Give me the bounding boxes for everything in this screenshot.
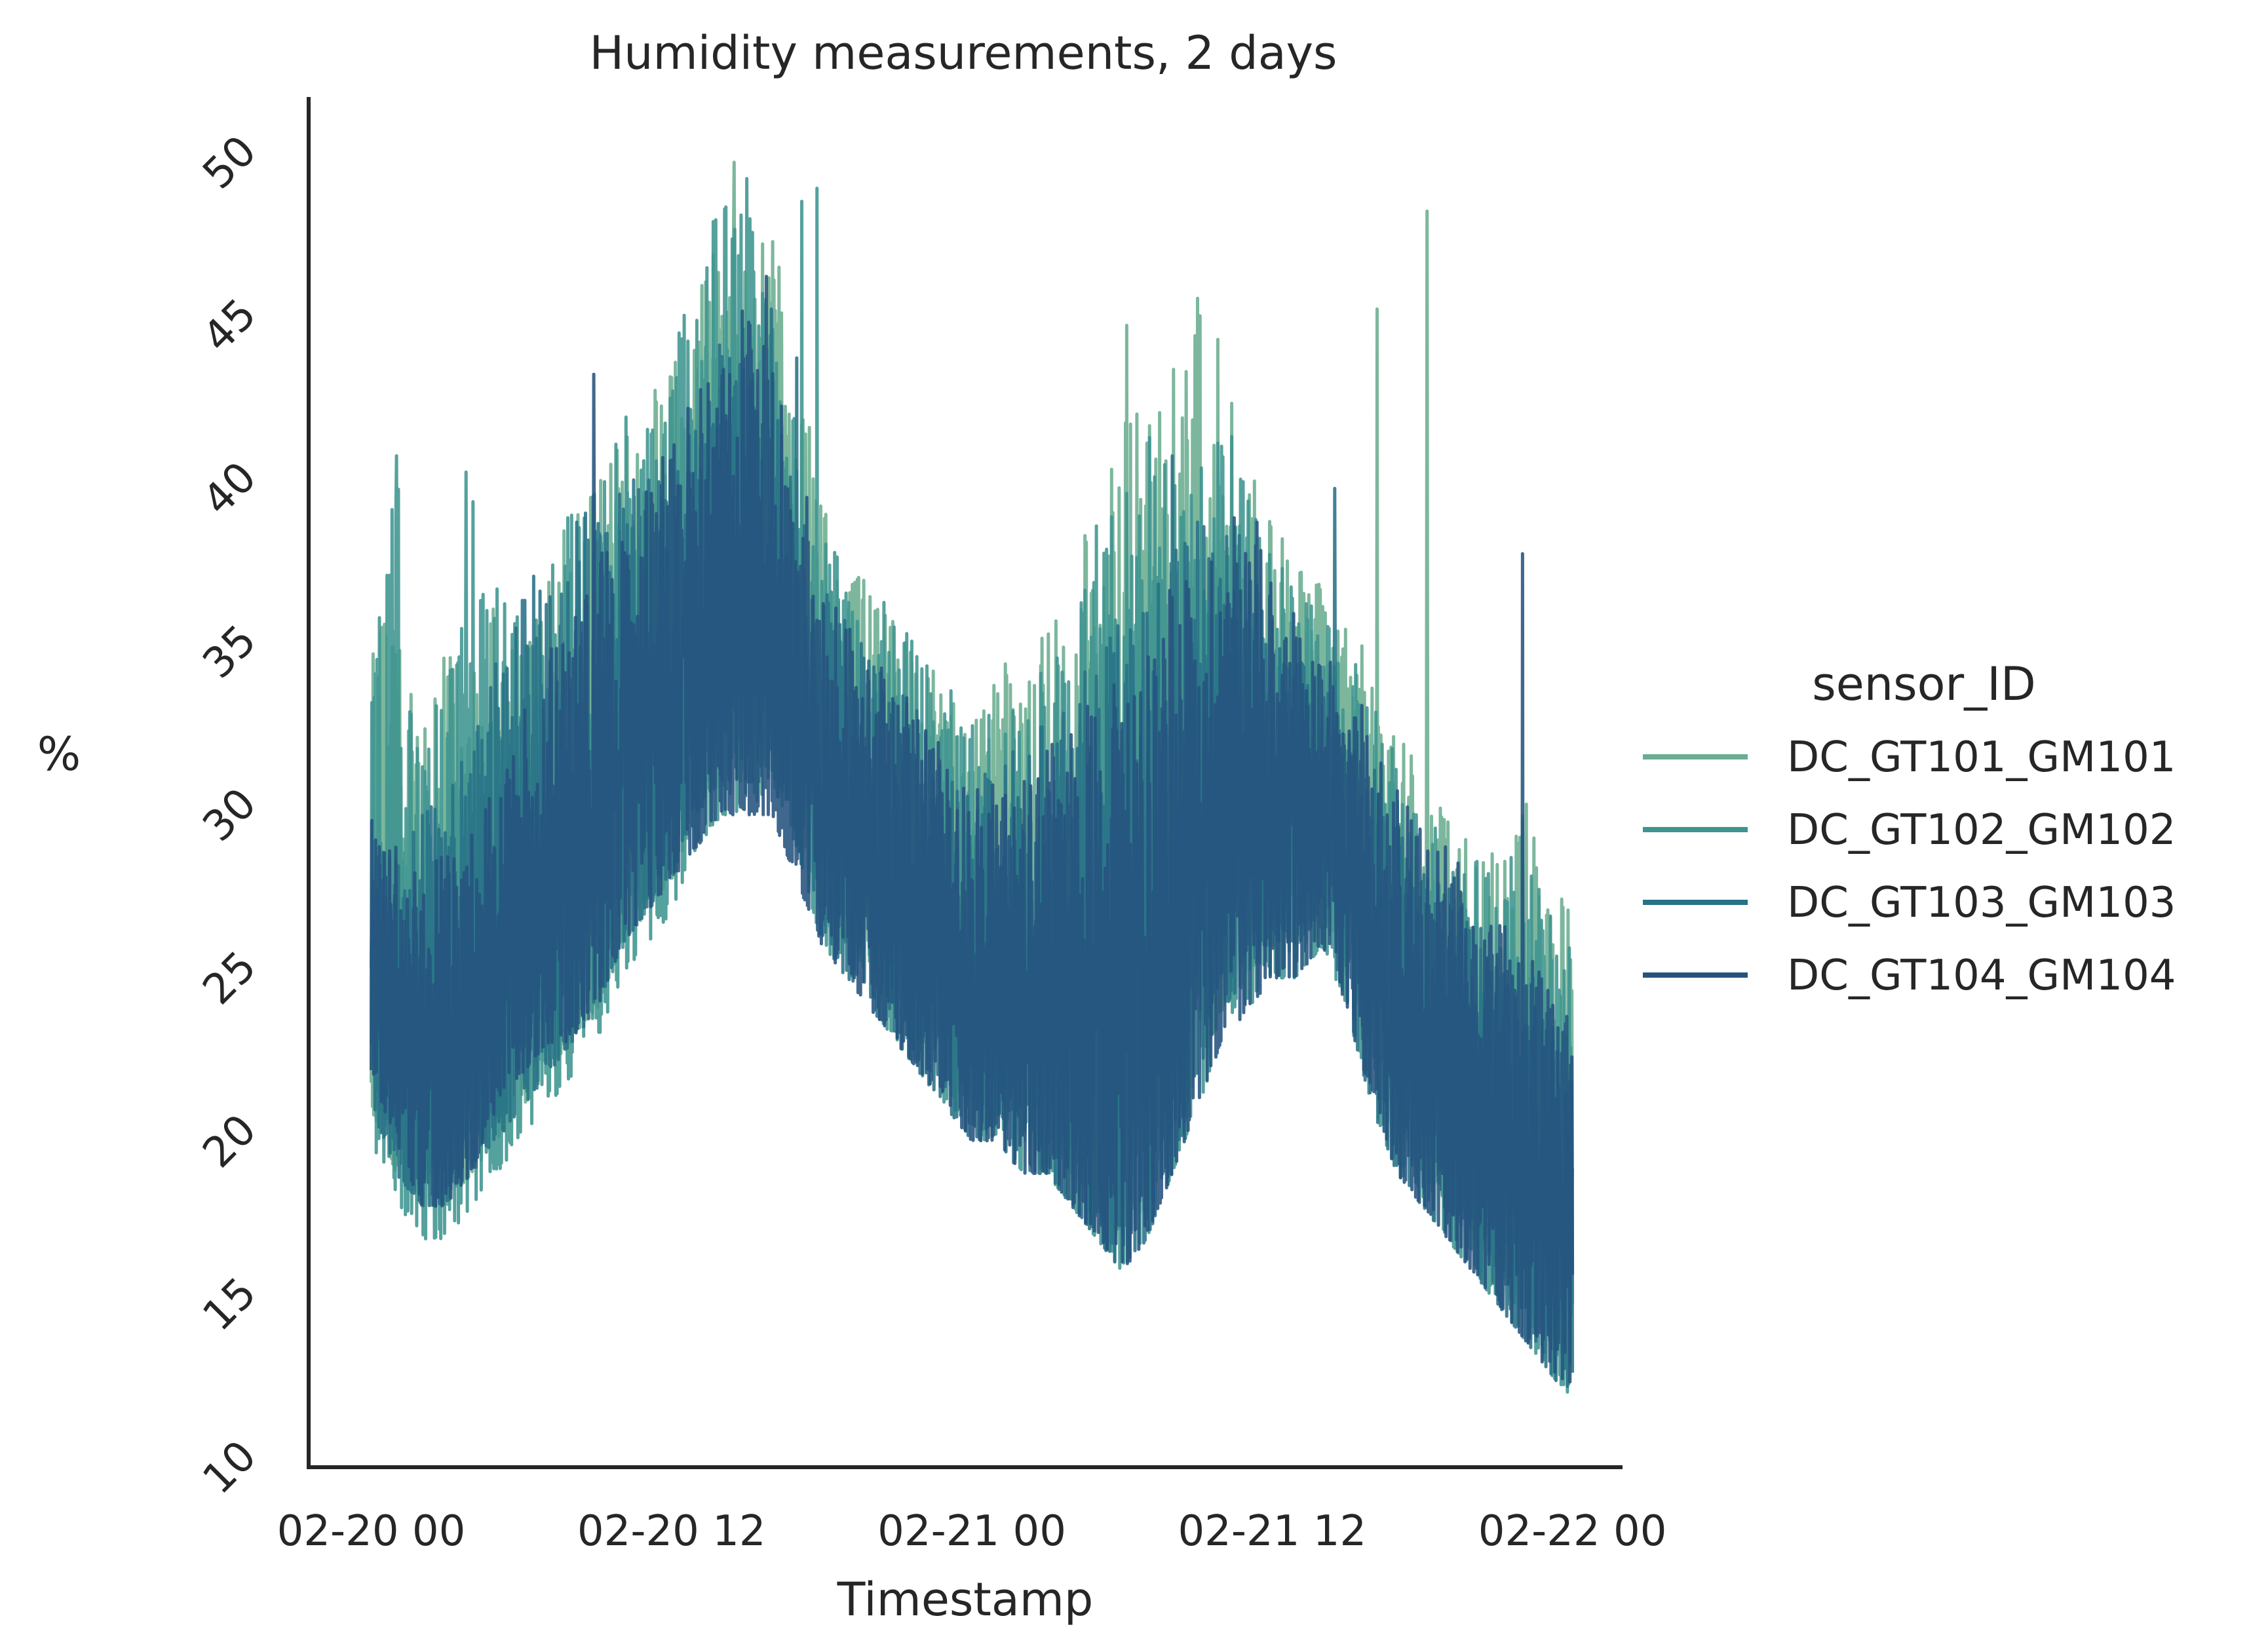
x-tick-label: 02-21 00: [877, 1507, 1066, 1556]
y-tick-label: 10: [194, 1432, 266, 1504]
x-tick-label: 02-20 00: [277, 1507, 466, 1556]
y-tick-label: 25: [194, 942, 266, 1014]
y-tick-label: 30: [194, 779, 266, 851]
x-tick-label: 02-21 12: [1178, 1507, 1366, 1556]
x-tick-label: 02-20 12: [577, 1507, 766, 1556]
y-tick-label: 40: [194, 453, 266, 525]
legend-label: DC_GT103_GM103: [1787, 879, 2176, 927]
x-tick-label: 02-22 00: [1478, 1507, 1667, 1556]
y-tick-label: 20: [194, 1105, 266, 1178]
legend-label: DC_GT102_GM102: [1787, 806, 2176, 855]
series-layer: [370, 161, 1575, 1394]
y-tick-label: 35: [194, 616, 266, 688]
x-axis-label: Timestamp: [837, 1573, 1094, 1626]
y-ticks: 10 15 20 25 30 35 40 45 50: [194, 126, 266, 1503]
x-ticks: 02-20 00 02-20 12 02-21 00 02-21 12 02-22 00: [277, 1507, 1667, 1556]
legend: sensor_ID DC_GT101_GM101DC_GT102_GM102DC…: [1643, 657, 2176, 1000]
y-tick-label: 45: [194, 290, 266, 362]
series-line-dc-gt104-gm104: [370, 275, 1575, 1384]
legend-label: DC_GT104_GM104: [1787, 951, 2176, 1000]
legend-items: DC_GT101_GM101 DC_GT102_GM102 DC_GT103_GM1…: [1643, 733, 2176, 1000]
axes-layer: [307, 97, 1623, 1469]
y-tick-label: 15: [194, 1269, 266, 1341]
legend-title: sensor_ID: [1812, 657, 2036, 711]
y-axis-label: %: [37, 727, 81, 781]
y-tick-label: 50: [194, 126, 266, 199]
legend-label: DC_GT101_GM101: [1787, 733, 2176, 782]
chart-title: Humidity measurements, 2 days: [590, 26, 1337, 80]
